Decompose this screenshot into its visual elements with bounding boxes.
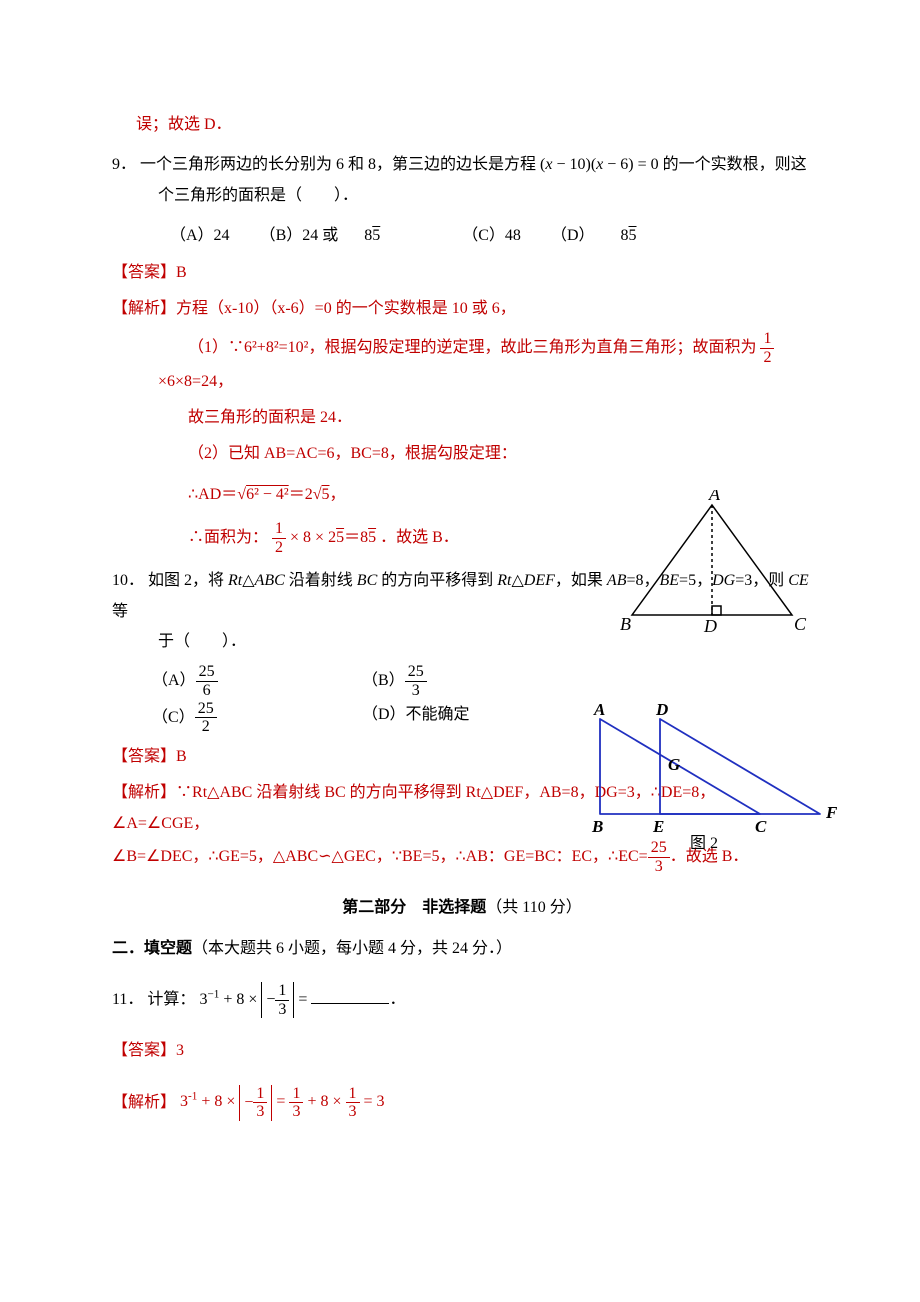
- svg-text:C: C: [794, 614, 807, 634]
- svg-text:F: F: [825, 803, 838, 822]
- q10-options-row1: （A）256 （B）253: [112, 663, 812, 699]
- q10-number: 10．: [112, 572, 144, 589]
- q11-number: 11．: [112, 991, 143, 1008]
- svg-text:G: G: [668, 755, 681, 774]
- q10-option-D: （D）不能确定: [362, 700, 502, 736]
- q11-blank: [311, 988, 389, 1003]
- q9-case1-line1: （1）∵6²+8²=10²，根据勾股定理的逆定理，故此三角形为直角三角形；故面积…: [112, 330, 812, 366]
- q9-case1-line2: ×6×8=24，: [112, 367, 812, 397]
- q9-stem-prefix: 一个三角形两边的长分别为 6 和 8，第三边的边长是方程: [140, 156, 536, 173]
- q9-option-A: （A）24: [170, 221, 230, 251]
- svg-text:D: D: [655, 704, 668, 719]
- q9-answer: 【答案】B: [112, 258, 812, 288]
- section-2-heading: 二．填空题（本大题共 6 小题，每小题 4 分，共 24 分．）: [112, 934, 812, 964]
- q10-option-B: （B）253: [362, 663, 502, 699]
- svg-text:E: E: [652, 817, 664, 836]
- q9-option-B: （B）24 或 85: [260, 221, 433, 251]
- q11-abs: −13: [261, 982, 294, 1018]
- q10-figure: A D B E C F G 图 2: [570, 704, 850, 849]
- q11-stem: 11． 计算： 3−1 + 8 × −13 = ．: [112, 982, 812, 1018]
- q9-option-C: （C）48: [462, 221, 521, 251]
- q9-stem-line2: 个三角形的面积是（ ）．: [112, 181, 812, 211]
- svg-text:C: C: [755, 817, 767, 836]
- q11-analysis: 【解析】 3-1 + 8 × −13 = 13 + 8 × 13 = 3: [112, 1085, 812, 1121]
- q9-analysis-line1: 【解析】方程（x-10）（x-6）=0 的一个实数根是 10 或 6，: [112, 294, 812, 324]
- q9-options: （A）24 （B）24 或 85 （C）48 （D）85: [112, 221, 812, 251]
- q9-stem-line1: 9． 一个三角形两边的长分别为 6 和 8，第三边的边长是方程 (x − 10)…: [112, 150, 812, 180]
- q9-figure-triangle: A B C D: [612, 490, 812, 640]
- svg-text:D: D: [703, 616, 717, 636]
- q9-case1-frac: 12: [760, 330, 774, 366]
- prev-answer-tail: 误；故选 D．: [112, 110, 812, 140]
- svg-text:A: A: [708, 490, 721, 504]
- q9-number: 9．: [112, 156, 136, 173]
- q10-option-C: （C）252: [152, 700, 292, 736]
- q9-stem-suffix: 的一个实数根，则这: [663, 156, 807, 173]
- q9-equation: (x − 10)(x − 6) = 0: [540, 156, 659, 173]
- q9-option-D: （D）85: [551, 221, 689, 251]
- page-root: 误；故选 D． 9． 一个三角形两边的长分别为 6 和 8，第三边的边长是方程 …: [0, 0, 920, 1121]
- svg-text:A: A: [593, 704, 605, 719]
- q11-answer: 【答案】3: [112, 1036, 812, 1066]
- q10-option-A: （A）256: [152, 663, 292, 699]
- part2-title: 第二部分 非选择题（共 110 分）: [112, 893, 812, 923]
- q9-case1-line3: 故三角形的面积是 24．: [112, 403, 812, 433]
- svg-text:图 2: 图 2: [690, 835, 718, 849]
- svg-text:B: B: [591, 817, 603, 836]
- svg-text:B: B: [620, 614, 631, 634]
- q9-case2-line1: （2）已知 AB=AC=6，BC=8，根据勾股定理：: [112, 439, 812, 469]
